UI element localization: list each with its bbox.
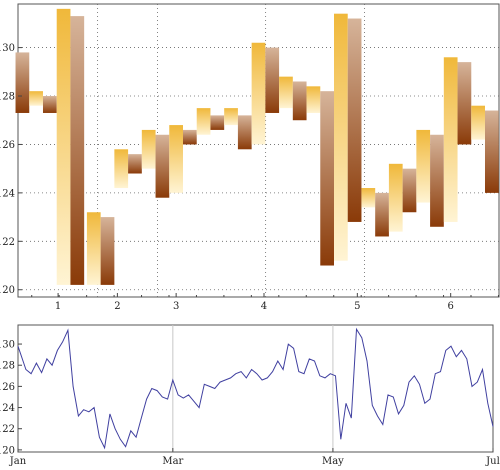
bottom-ytick-label: 128 <box>0 361 15 372</box>
top-bar <box>484 110 499 193</box>
top-bar <box>375 192 389 237</box>
top-bar <box>128 154 142 174</box>
top-bar <box>265 47 280 113</box>
top-bar <box>416 129 431 203</box>
top-ytick-label: 128 <box>0 92 15 103</box>
bottom-ytick-label: 126 <box>0 382 15 393</box>
top-xtick-label: 3 <box>173 301 179 312</box>
top-bar <box>183 129 197 145</box>
top-bar <box>210 115 225 130</box>
top-bar <box>56 8 71 285</box>
bottom-series-line <box>17 327 494 450</box>
top-bar <box>196 108 211 135</box>
top-bar <box>320 91 334 266</box>
top-bar <box>388 163 403 232</box>
top-bar <box>402 168 417 213</box>
top-xtick-label: 4 <box>261 301 267 312</box>
bottom-ytick-label: 130 <box>0 340 15 351</box>
top-bar <box>169 125 184 193</box>
top-bar <box>306 86 321 113</box>
top-bar <box>114 149 129 189</box>
top-bar <box>333 13 348 261</box>
top-bar <box>471 105 485 140</box>
bottom-chart: Jan Mar May Jul 120 122 124 126 128 130 <box>0 324 500 467</box>
top-xtick-label: 2 <box>114 301 120 312</box>
top-bar <box>251 42 266 145</box>
bottom-xtick-label: May <box>322 456 344 467</box>
bottom-chart-axes: Jan Mar May Jul 120 122 124 126 128 130 <box>0 340 500 467</box>
top-chart: 120 122 124 126 128 130 1 2 3 4 5 6 <box>0 3 500 312</box>
bottom-xtick-label: Jan <box>9 456 27 467</box>
bottom-xtick-label: Jul <box>485 456 500 467</box>
top-bar <box>347 18 362 222</box>
top-bar <box>430 134 444 227</box>
top-xtick-label: 6 <box>447 301 453 312</box>
top-bar <box>141 129 156 169</box>
top-bar <box>42 96 57 113</box>
bottom-ytick-label: 120 <box>0 445 15 456</box>
top-ytick-label: 130 <box>0 43 15 54</box>
top-xtick-label: 1 <box>55 301 61 312</box>
top-bar <box>457 62 472 145</box>
top-ytick-label: 124 <box>0 188 15 199</box>
top-ytick-label: 120 <box>0 285 15 296</box>
top-bar <box>70 16 85 285</box>
top-bar <box>86 212 101 285</box>
top-chart-axes: 120 122 124 126 128 130 1 2 3 4 5 6 <box>0 43 499 312</box>
bottom-chart-line <box>17 327 494 450</box>
top-xtick-label: 5 <box>354 301 360 312</box>
top-bar <box>292 81 307 121</box>
top-chart-bars <box>15 8 499 285</box>
top-bar <box>29 91 43 106</box>
top-bar <box>224 108 238 126</box>
top-bar <box>279 76 293 109</box>
top-bar <box>155 134 170 198</box>
top-bar <box>361 188 376 208</box>
top-bar <box>100 217 115 285</box>
top-chart-frame <box>17 3 500 298</box>
top-bar <box>237 115 252 150</box>
top-ytick-label: 126 <box>0 140 15 151</box>
bottom-ytick-label: 124 <box>0 403 15 414</box>
top-bar <box>15 52 30 113</box>
top-bar <box>443 57 458 222</box>
bottom-ytick-label: 122 <box>0 424 15 435</box>
bottom-chart-grid <box>172 325 334 452</box>
bottom-xtick-label: Mar <box>162 456 183 467</box>
top-ytick-label: 122 <box>0 237 15 248</box>
bottom-chart-frame <box>17 324 494 453</box>
